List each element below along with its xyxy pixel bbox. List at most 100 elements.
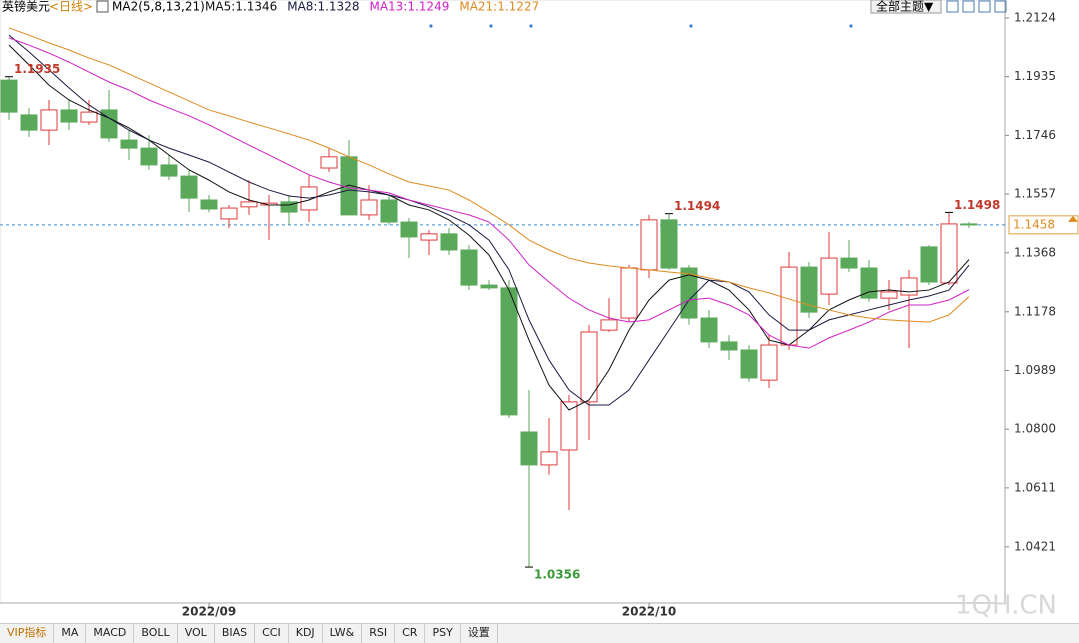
candle-body	[200, 199, 218, 210]
candle-body	[440, 233, 458, 251]
ma-line	[8, 44, 970, 411]
indicator-icon	[96, 0, 109, 13]
tab[interactable]: CR	[395, 624, 426, 643]
extreme-label: 1.1498	[954, 198, 1000, 212]
y-tick-label: 1.2124	[1014, 11, 1056, 25]
tab-bar: VIP指标 MA MACD BOLL VOL BIAS CCI KDJ LW& RSI CR PSY 设…	[0, 623, 1079, 643]
legend-entry: MA13:1.1249	[369, 0, 449, 14]
symbol: 英镑美元	[2, 0, 50, 14]
candle-body	[840, 257, 858, 269]
tab[interactable]: MA	[54, 624, 87, 643]
y-tick-label: 1.0611	[1014, 480, 1056, 494]
candle-body	[540, 451, 558, 466]
candle-body	[560, 401, 578, 451]
candle-body	[880, 291, 898, 299]
icon[interactable]	[978, 0, 991, 13]
candle-body	[900, 277, 918, 296]
y-tick-label: 1.1557	[1014, 187, 1056, 201]
x-tick-label: 2022/10	[622, 605, 676, 619]
candle-body	[40, 109, 58, 131]
tab[interactable]: RSI	[362, 624, 396, 643]
candle-body	[400, 221, 418, 238]
candle-body	[740, 349, 758, 379]
x-tick-label: 2022/09	[182, 605, 236, 619]
y-tick-label: 1.1368	[1014, 245, 1056, 259]
candle-body	[160, 164, 178, 177]
tab[interactable]: CCI	[255, 624, 289, 643]
candle-body	[620, 267, 638, 319]
y-tick-label: 1.0989	[1014, 363, 1056, 377]
candle-body	[600, 319, 618, 331]
y-tick-label: 1.0800	[1014, 422, 1056, 436]
candle-body	[800, 266, 818, 313]
candle-body	[240, 201, 258, 208]
icon[interactable]	[946, 0, 959, 13]
extreme-label: 1.1494	[674, 199, 720, 213]
candle-body	[580, 331, 598, 403]
event-dot	[529, 24, 533, 28]
extreme-label: 1.0356	[534, 568, 580, 582]
event-dot	[849, 24, 853, 28]
chart: 英镑美元 <日线> MA2(5,8,13,21) 全部主题▼ 1QH.CN 1.…	[0, 0, 1079, 621]
current-arrow	[1068, 215, 1078, 222]
candle-body	[640, 219, 658, 271]
menu[interactable]: 全部主题▼	[876, 0, 934, 14]
tab[interactable]: 设置	[461, 624, 498, 643]
legend-entry: MA5:1.1346	[205, 0, 277, 14]
legend-entry: MA8:1.1328	[287, 0, 359, 14]
tab[interactable]: MACD	[86, 624, 135, 643]
event-dots	[429, 24, 853, 28]
candle-body	[220, 207, 238, 220]
candle-body	[520, 431, 538, 466]
tab[interactable]: VOL	[178, 624, 215, 643]
ma-line	[8, 27, 970, 323]
candle-body	[480, 284, 498, 289]
y-tick-label: 1.1935	[1014, 69, 1056, 83]
y-tick-label: 1.0421	[1014, 539, 1056, 553]
ma-line	[8, 37, 970, 349]
candle-body	[660, 219, 678, 269]
candle-body	[140, 147, 158, 166]
legend-entry: MA21:1.1227	[459, 0, 539, 14]
indicator: MA2(5,8,13,21)	[112, 0, 205, 14]
y-tick-label: 1.1178	[1014, 304, 1056, 318]
candle-body	[180, 175, 198, 199]
tab[interactable]: KDJ	[289, 624, 323, 643]
tab[interactable]: BIAS	[215, 624, 256, 643]
tab[interactable]: LW&	[323, 624, 363, 643]
tab[interactable]: PSY	[425, 624, 461, 643]
icon[interactable]	[962, 0, 975, 13]
candle-body	[420, 233, 438, 241]
candle-body	[780, 266, 798, 346]
tab[interactable]: BOLL	[134, 624, 178, 643]
candle-body	[380, 199, 398, 223]
menu-box[interactable]	[870, 0, 942, 14]
ma-line	[8, 34, 970, 406]
current-price-box	[1008, 215, 1079, 235]
candle-body	[80, 111, 98, 123]
event-dot	[489, 24, 493, 28]
candle-body	[920, 246, 938, 283]
candle-body	[720, 341, 738, 351]
extreme-label: 1.1935	[14, 62, 60, 76]
current-price-label: 1.1458	[1013, 217, 1055, 231]
tab[interactable]: VIP指标	[0, 624, 55, 643]
candle-body	[320, 156, 338, 169]
candle-body	[360, 199, 378, 216]
event-dot	[429, 24, 433, 28]
candle-body	[760, 344, 778, 381]
candle-body	[940, 223, 958, 284]
event-dot	[689, 24, 693, 28]
candle-body	[460, 249, 478, 286]
candle-body	[280, 201, 298, 213]
candle-body	[960, 223, 978, 226]
watermark: 1QH.CN	[955, 591, 1057, 621]
candle-body	[0, 79, 18, 113]
candle-body	[120, 139, 138, 149]
candle-body	[820, 257, 838, 295]
y-tick-label: 1.1746	[1014, 128, 1056, 142]
candle-body	[500, 287, 518, 416]
candle-body	[700, 317, 718, 343]
icon[interactable]	[994, 0, 1007, 13]
